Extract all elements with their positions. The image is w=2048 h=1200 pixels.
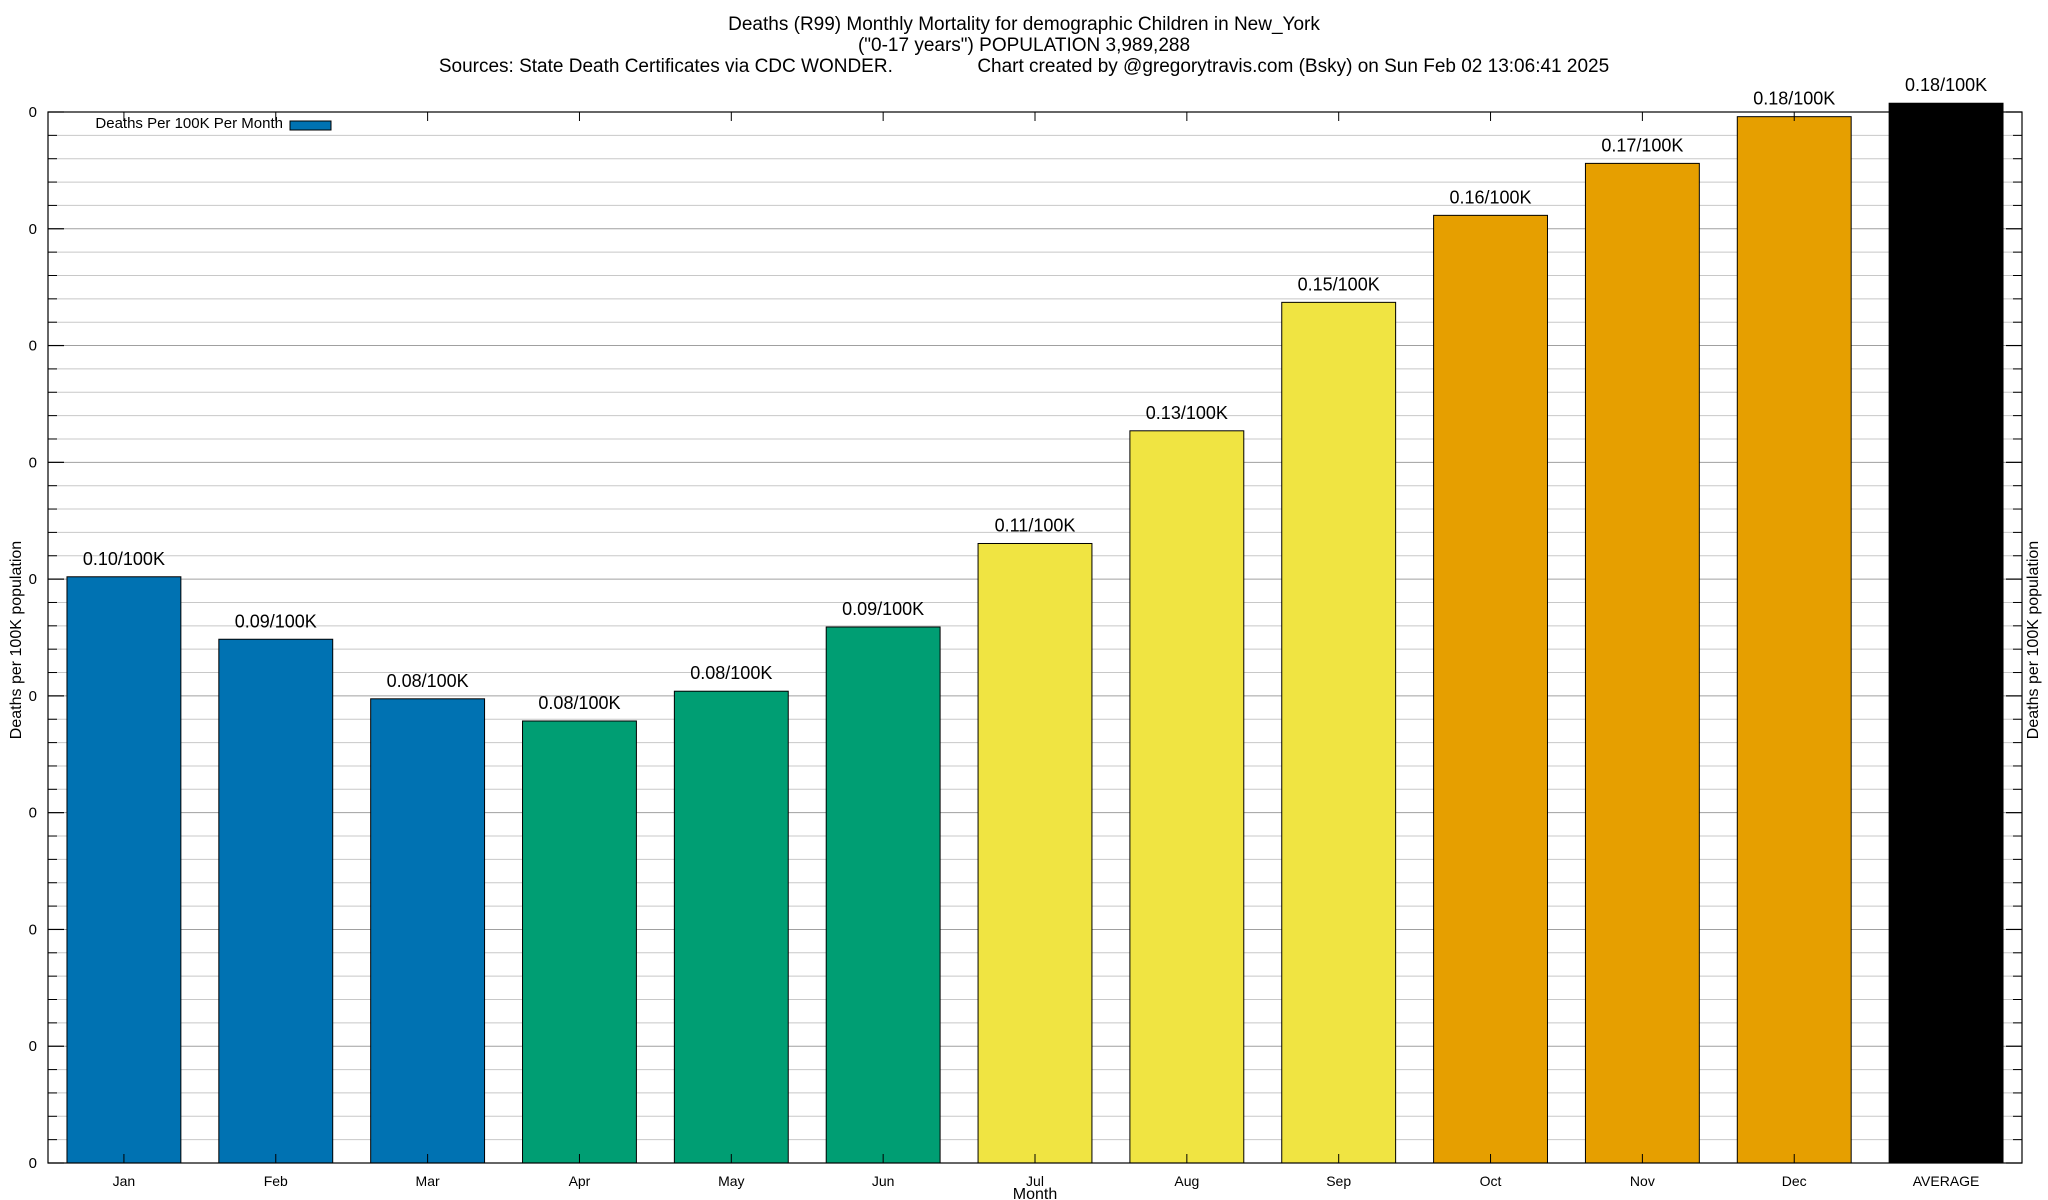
bar-oct — [1433, 214, 1548, 1164]
bar-jan — [66, 576, 182, 1164]
x-tick-label: Nov — [1630, 1173, 1655, 1189]
x-tick-label: AVERAGE — [1913, 1173, 1980, 1189]
y-tick-label: 0 — [29, 571, 37, 588]
legend-label: Deaths Per 100K Per Month — [95, 115, 283, 132]
bar-value-label: 0.10/100K — [83, 549, 165, 569]
legend: Deaths Per 100K Per Month — [95, 115, 332, 132]
bar-value-labels: 0.10/100K 0.09/100K 0.08/100K 0.08/100K 0.08… — [83, 75, 1987, 713]
bar-value-label: 0.08/100K — [690, 663, 772, 683]
y-tick-label: 0 — [29, 921, 37, 938]
x-tick-label: Jul — [1026, 1173, 1044, 1189]
bar-dec — [1736, 116, 1852, 1164]
y-tick-label: 0 — [29, 688, 37, 705]
bar-value-label: 0.18/100K — [1905, 75, 1987, 95]
bar-nov — [1584, 162, 1700, 1164]
axes: 0 0 0 0 0 0 0 0 0 0 Jan Feb Mar Apr May Jun Jul Aug Sep Oct… — [29, 104, 2023, 1189]
x-tick-label: Apr — [569, 1173, 591, 1189]
bar-average — [1888, 102, 2004, 1164]
chart-title: Deaths (R99) Monthly Mortality for demog… — [728, 14, 1320, 35]
bar-value-label: 0.18/100K — [1753, 89, 1835, 109]
x-tick-label: Mar — [416, 1173, 440, 1189]
y-tick-label: 0 — [29, 221, 37, 238]
bar-value-label: 0.08/100K — [387, 671, 469, 691]
bar-value-label: 0.13/100K — [1146, 403, 1228, 423]
y-tick-label: 0 — [29, 454, 37, 471]
bar-jun — [825, 626, 941, 1164]
bar-value-label: 0.09/100K — [842, 599, 924, 619]
chart-header: Deaths (R99) Monthly Mortality for demog… — [0, 14, 2048, 77]
chart-subtitle: ("0-17 years") POPULATION 3,989,288 — [857, 35, 1191, 56]
y-axis-title-left: Deaths per 100K population — [8, 541, 25, 739]
bar-value-label: 0.09/100K — [235, 611, 317, 631]
bar-apr — [522, 720, 637, 1164]
bar-aug — [1129, 430, 1245, 1164]
x-tick-label: May — [718, 1173, 744, 1189]
x-tick-label: Jun — [872, 1173, 895, 1189]
y-tick-label: 0 — [29, 1038, 37, 1055]
bar-value-label: 0.15/100K — [1298, 274, 1380, 294]
bar-sep — [1281, 301, 1397, 1164]
bar-mar — [370, 698, 486, 1164]
bar-feb — [218, 638, 334, 1164]
x-tick-label: Oct — [1480, 1173, 1502, 1189]
bar-value-label: 0.16/100K — [1449, 187, 1531, 207]
bar-value-label: 0.11/100K — [995, 515, 1076, 535]
y-tick-label: 0 — [29, 805, 37, 822]
x-tick-label: Sep — [1326, 1173, 1351, 1189]
y-tick-label: 0 — [29, 1155, 37, 1172]
bar-jul — [977, 542, 1093, 1164]
x-tick-label: Dec — [1782, 1173, 1807, 1189]
x-tick-label: Feb — [264, 1173, 288, 1189]
y-tick-label: 0 — [29, 338, 37, 355]
y-axis-title-right: Deaths per 100K population — [2025, 541, 2042, 739]
x-tick-label: Jan — [113, 1173, 136, 1189]
bars — [66, 102, 2004, 1164]
x-axis-title: Month — [1013, 1186, 1057, 1200]
legend-swatch — [289, 120, 332, 131]
bar-may — [673, 690, 789, 1164]
x-tick-label: Aug — [1174, 1173, 1199, 1189]
chart-sources: Sources: State Death Certificates via CD… — [438, 56, 1610, 77]
y-tick-label: 0 — [29, 104, 37, 121]
bar-value-label: 0.17/100K — [1601, 135, 1683, 155]
plot-border — [47, 111, 2023, 1164]
bar-value-label: 0.08/100K — [538, 693, 620, 713]
